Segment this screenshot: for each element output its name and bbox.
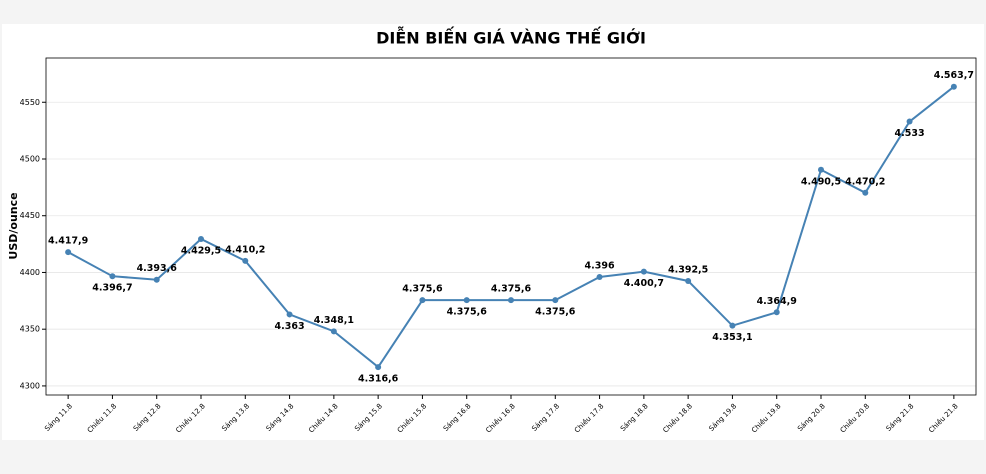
data-label: 4.363 — [275, 321, 305, 332]
data-label: 4.375,6 — [491, 284, 532, 295]
y-tick-label: 4350 — [20, 325, 40, 334]
data-label: 4.563,7 — [934, 70, 974, 81]
y-axis-label: USD/ounce — [7, 192, 20, 259]
data-label: 4.375,6 — [447, 307, 488, 318]
chart-title: DIỄN BIẾN GIÁ VÀNG THẾ GIỚI — [376, 27, 646, 48]
data-point — [862, 189, 869, 196]
data-point — [330, 328, 337, 335]
data-point — [552, 297, 559, 304]
data-label: 4.470,2 — [845, 176, 885, 187]
data-label: 4.429,5 — [181, 245, 221, 256]
data-label: 4.410,2 — [225, 244, 265, 255]
data-point — [729, 322, 736, 329]
data-point — [198, 235, 204, 242]
data-point — [818, 166, 824, 173]
data-point — [596, 273, 603, 280]
data-label: 4.348,1 — [314, 315, 354, 326]
y-tick-label: 4400 — [20, 268, 40, 277]
data-point — [153, 276, 160, 283]
data-label: 4.316,6 — [358, 374, 399, 385]
data-point — [640, 268, 647, 275]
data-label: 4.396,7 — [92, 283, 132, 294]
data-point — [286, 311, 293, 318]
y-tick-label: 4500 — [20, 154, 40, 163]
data-point — [419, 297, 426, 304]
data-point — [242, 257, 249, 264]
data-point — [773, 309, 780, 316]
y-tick-label: 4300 — [20, 381, 40, 390]
chart-background — [2, 24, 984, 440]
data-point — [65, 249, 72, 256]
data-point — [109, 273, 116, 280]
data-label: 4.353,1 — [712, 332, 752, 343]
data-label: 4.400,7 — [624, 278, 664, 289]
data-label: 4.364,9 — [757, 296, 797, 307]
data-point — [906, 118, 913, 125]
data-point — [375, 364, 382, 371]
data-point — [508, 297, 514, 304]
data-label: 4.533 — [895, 128, 925, 139]
data-point — [463, 297, 470, 304]
data-label: 4.392,5 — [668, 264, 708, 275]
y-tick-label: 4550 — [20, 98, 40, 107]
data-label: 4.490,5 — [801, 176, 841, 187]
data-label: 4.375,6 — [402, 284, 443, 295]
data-label: 4.396 — [585, 260, 615, 271]
data-label: 4.393,6 — [137, 263, 178, 274]
y-tick-label: 4450 — [20, 211, 40, 220]
data-label: 4.417,9 — [48, 236, 88, 247]
data-point — [685, 277, 692, 284]
data-point — [950, 83, 957, 90]
data-label: 4.375,6 — [535, 307, 576, 318]
